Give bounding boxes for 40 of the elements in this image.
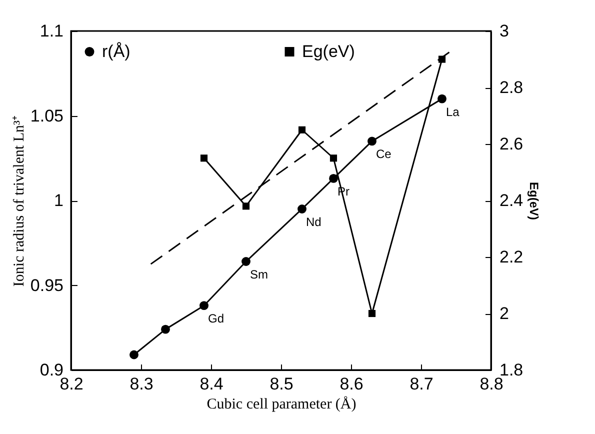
point	[161, 324, 170, 334]
annotation: Ce	[376, 147, 392, 162]
point	[330, 154, 338, 162]
point	[298, 126, 306, 134]
point	[298, 204, 306, 214]
legend-label: r(Å)	[102, 42, 130, 61]
y2-tick-label: 2.4	[500, 191, 524, 210]
x-tick-label: 8.8	[480, 374, 504, 394]
y2-tick-label: 3	[500, 22, 509, 40]
y2-tick-label: 2.6	[500, 134, 524, 154]
point	[200, 301, 208, 310]
annotation: Gd	[208, 312, 224, 326]
point	[242, 202, 250, 210]
y2-tick-label: 2	[500, 304, 509, 323]
y-tick-label: 1.1	[40, 22, 64, 40]
y-tick-label: 1	[54, 191, 64, 210]
point	[368, 136, 376, 146]
legend-label: Eg(eV)	[302, 42, 355, 61]
x-tick-label: 8.7	[410, 374, 434, 394]
annotation: Nd	[306, 214, 322, 229]
x-axis-title: Cubic cell parameter (Å)	[206, 396, 356, 412]
x-tick-label: 8.2	[60, 374, 84, 394]
x-tick-label: 8.6	[340, 374, 364, 394]
point	[200, 154, 208, 162]
y-tick-label: 1.05	[30, 106, 64, 126]
x-tick-label: 8.4	[200, 374, 224, 394]
point	[242, 257, 250, 266]
annotation: La	[446, 104, 460, 119]
point	[368, 310, 376, 318]
y-tick-label: 0.95	[30, 276, 64, 295]
y2-axis-title: Eg(eV)	[527, 182, 542, 220]
y-axis-title: Ionic radius of trivalent Ln³⁺	[11, 115, 28, 287]
annotation: Sm	[250, 268, 268, 282]
y2-tick-label: 2.2	[500, 248, 524, 266]
x-tick-label: 8.3	[130, 374, 154, 394]
point	[329, 174, 338, 183]
point	[130, 350, 138, 360]
x-tick-label: 8.5	[270, 374, 294, 394]
y2-tick-label: 2.8	[500, 78, 524, 97]
point	[438, 94, 446, 104]
